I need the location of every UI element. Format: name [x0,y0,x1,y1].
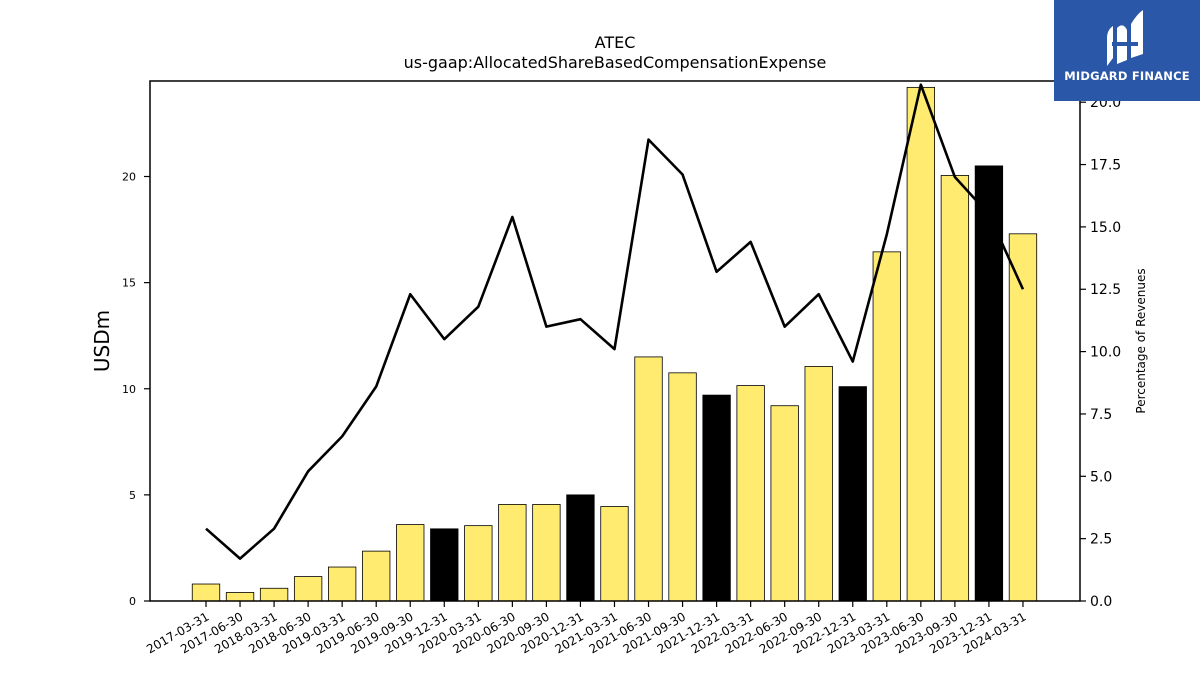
right-axis-ticks: 0.02.55.07.510.012.515.017.520.0 [1080,95,1121,610]
bar-2023-12-31 [974,165,1004,602]
x-axis-ticks: 2017-03-312017-06-302018-03-312018-06-30… [144,601,1028,656]
bar-2021-12-31 [702,394,731,602]
y2-axis-label: Percentage of Revenues [1134,268,1148,413]
y-axis-label: USDm [90,310,114,372]
bar-2020-09-30 [532,504,561,602]
midgard-m-logo-icon [1107,10,1143,66]
y2-tick-label: 2.5 [1090,532,1112,548]
chart-title: ATEC [595,33,636,52]
brand-logo: MIDGARD FINANCE [1054,0,1200,101]
y-tick-label: 15 [122,277,136,290]
y2-tick-label: 10.0 [1090,345,1121,361]
bar-2017-03-31 [191,583,221,602]
bar-2020-06-30 [498,504,527,602]
bar-2022-09-30 [804,366,833,602]
bar-2021-03-31 [600,506,629,602]
y-tick-label: 5 [129,489,136,502]
line-group [205,83,1025,560]
bar-2017-06-30 [225,592,255,602]
bar-2018-03-31 [259,587,289,602]
y2-tick-label: 15.0 [1090,220,1121,236]
left-axis-ticks: 0 5 10 15 20 [122,171,150,608]
bar-2021-09-30 [668,372,697,602]
y2-tick-label: 17.5 [1090,158,1121,174]
y-tick-label: 10 [122,383,136,396]
percentage-of-revenues-line [205,83,1025,560]
y2-tick-label: 5.0 [1090,469,1112,485]
bar-2022-03-31 [736,385,765,602]
bar-2022-12-31 [838,386,867,602]
brand-name: MIDGARD FINANCE [1064,69,1190,83]
y2-tick-label: 0.0 [1090,594,1112,610]
bars-group [191,86,1038,602]
bar-2019-03-31 [328,566,357,602]
bar-2023-09-30 [940,175,970,602]
bar-2018-06-30 [293,576,323,602]
y2-tick-label: 7.5 [1090,407,1112,423]
bar-2019-12-31 [430,528,459,602]
chart-subtitle: us-gaap:AllocatedShareBasedCompensationE… [404,53,827,72]
y-tick-label: 20 [122,171,136,184]
bar-2019-06-30 [362,550,391,602]
y-tick-label: 0 [129,595,136,608]
y2-tick-label: 12.5 [1090,282,1121,298]
bar-2020-03-31 [464,525,493,602]
bar-2021-06-30 [634,356,663,602]
bar-2020-12-31 [566,494,595,602]
bar-2023-03-31 [872,251,901,602]
bar-2023-06-30 [906,86,935,602]
bar-2019-09-30 [396,524,425,602]
bar-2022-06-30 [770,405,799,602]
